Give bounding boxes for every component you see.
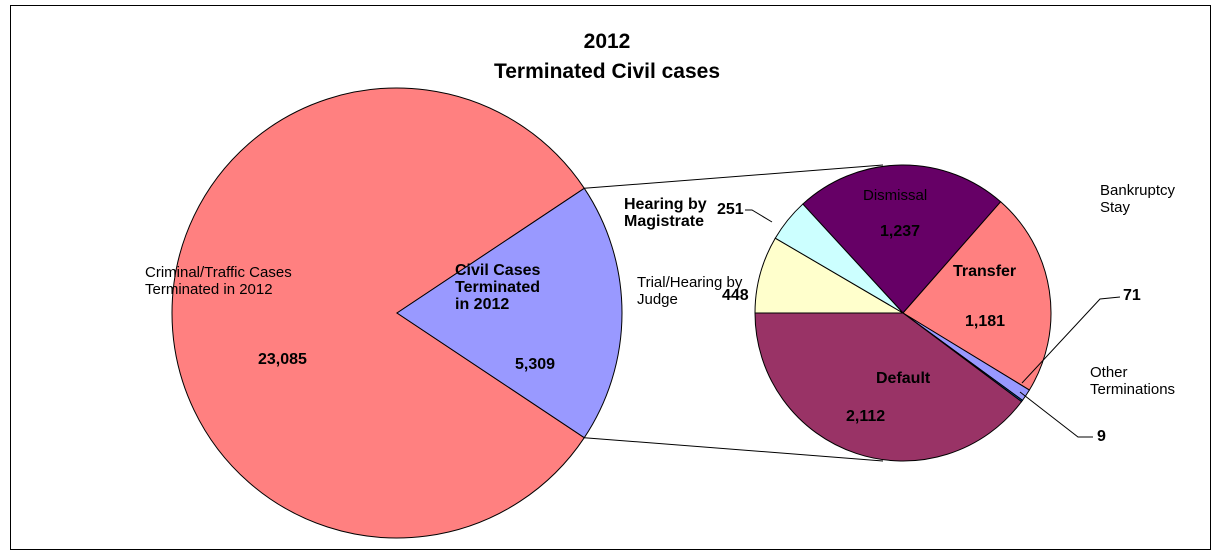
value-label: 1,181 — [965, 313, 1006, 330]
pie-slice — [396, 187, 623, 439]
value-label: 1,237 — [880, 223, 921, 240]
pie-slice — [902, 201, 1052, 391]
value-label: 23,085 — [258, 351, 307, 368]
leader-line — [1021, 296, 1121, 384]
category-label: Bankruptcy Stay — [1100, 182, 1176, 216]
value-label: 5,309 — [515, 356, 556, 373]
value-label: 71 — [1123, 287, 1141, 304]
chart-subtitle: Terminated Civil cases — [493, 60, 721, 83]
pie-slice — [774, 203, 904, 314]
chart-title: 2012 — [583, 30, 631, 53]
leader-line — [1019, 391, 1093, 438]
category-label: Criminal/Traffic Cases Terminated in 201… — [145, 264, 292, 298]
category-label: Civil Cases Terminated in 2012 — [455, 262, 541, 313]
value-label: 2,112 — [846, 408, 886, 425]
category-label: Trial/Hearing by Judge — [637, 274, 743, 308]
value-label: 448 — [722, 287, 749, 304]
value-label: 251 — [717, 201, 744, 218]
leader-line — [745, 209, 773, 223]
category-label: Other Terminations — [1090, 364, 1176, 398]
category-label: Transfer — [953, 263, 1017, 280]
connector-line — [584, 164, 884, 189]
pie-slice — [754, 312, 1023, 462]
pie-slice — [802, 164, 1002, 314]
category-label: Default — [876, 370, 931, 387]
category-label: Hearing by Magistrate — [624, 196, 707, 230]
category-label: Dismissal — [863, 187, 928, 204]
connector-line — [584, 437, 884, 462]
pie-slice — [171, 87, 585, 539]
value-label: 9 — [1097, 428, 1106, 445]
